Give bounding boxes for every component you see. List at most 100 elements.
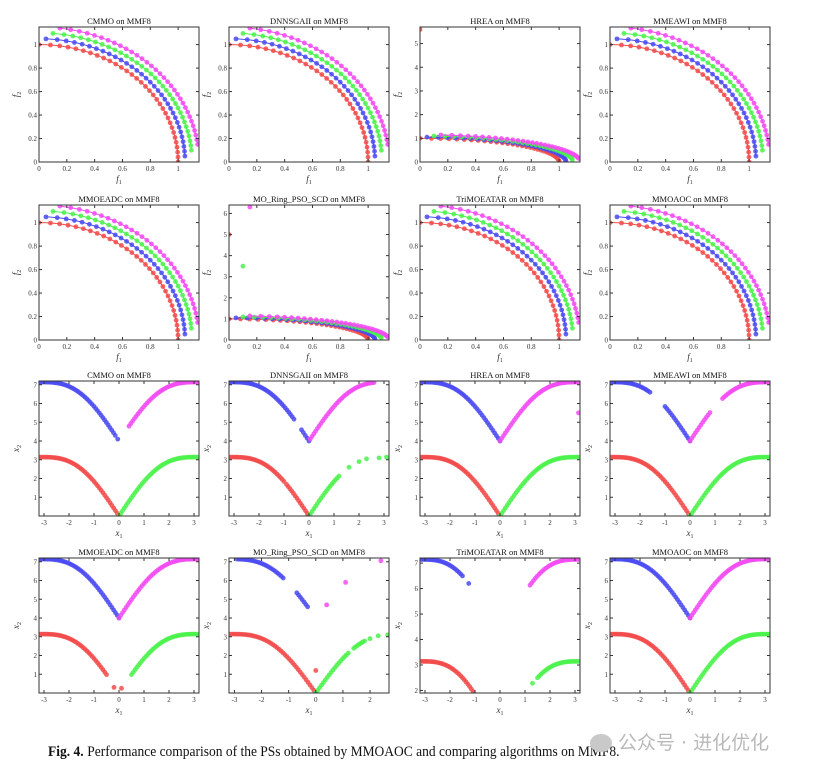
y-tick-label: 0.6 xyxy=(599,88,608,96)
data-point xyxy=(634,38,640,44)
data-point xyxy=(181,144,187,149)
data-point xyxy=(341,83,347,89)
data-point xyxy=(255,44,261,50)
data-point xyxy=(345,650,351,656)
data-point xyxy=(339,63,344,69)
data-point xyxy=(182,326,187,332)
data-point xyxy=(745,298,751,303)
x-tick-label: -3 xyxy=(232,696,238,704)
y-tick-label: 0 xyxy=(224,337,228,345)
y-tick-label: 0.2 xyxy=(28,135,37,143)
data-point xyxy=(193,132,199,138)
x-tick-label: 3 xyxy=(573,696,577,704)
data-point xyxy=(278,50,283,56)
data-point xyxy=(739,261,745,267)
data-point xyxy=(718,79,724,85)
data-point xyxy=(619,220,624,226)
data-point xyxy=(493,232,499,238)
data-point xyxy=(340,92,346,98)
data-point xyxy=(165,101,171,107)
data-point xyxy=(515,230,521,236)
y-axis-label: x2 xyxy=(392,622,404,630)
data-point xyxy=(93,217,98,223)
data-point xyxy=(343,579,349,585)
data-point xyxy=(195,381,199,385)
y-tick-label: 3 xyxy=(224,633,228,641)
data-point xyxy=(339,320,344,326)
data-point xyxy=(377,114,383,120)
data-point xyxy=(760,118,765,124)
data-point xyxy=(238,42,243,48)
data-point xyxy=(746,149,752,155)
data-point xyxy=(710,249,715,255)
data-point xyxy=(542,142,548,148)
data-point xyxy=(656,37,662,43)
data-point xyxy=(80,226,86,232)
data-point xyxy=(564,283,569,288)
data-point xyxy=(534,245,540,251)
data-point xyxy=(270,48,276,54)
data-point xyxy=(734,87,740,93)
y-tick-label: 3 xyxy=(415,87,419,95)
data-point xyxy=(362,134,368,140)
y-tick-label: 0.6 xyxy=(218,88,227,96)
y-tick-label: 1 xyxy=(415,135,419,143)
subplot: MO_Ring_PSO_SCD on MMF8 0 0.2 0.4 0.6 0.8 1 0 1 2… xyxy=(201,194,390,364)
x-tick-label: 0 xyxy=(498,696,502,704)
data-point xyxy=(290,48,296,54)
x-tick-label: 0.2 xyxy=(443,343,452,351)
data-point xyxy=(561,292,566,298)
subplot-title: TriMOEATAR on MMF8 xyxy=(456,547,543,557)
data-point xyxy=(134,68,140,73)
data-point xyxy=(118,228,124,234)
data-point xyxy=(753,148,758,154)
data-point xyxy=(156,79,162,85)
x-tick-label: -3 xyxy=(612,519,618,527)
data-point xyxy=(714,262,719,267)
x-axis-label-sub: 1 xyxy=(309,358,312,364)
data-point xyxy=(710,63,716,69)
data-point xyxy=(179,312,185,318)
data-point xyxy=(515,238,521,244)
data-point xyxy=(718,257,724,263)
data-point xyxy=(187,138,193,144)
data-point xyxy=(563,331,569,337)
data-point xyxy=(111,40,117,46)
data-point xyxy=(154,97,160,102)
data-point xyxy=(492,218,498,224)
data-point xyxy=(276,43,282,49)
y-tick-label: 0 xyxy=(34,159,38,167)
x-tick-label: 0 xyxy=(608,165,612,173)
data-point xyxy=(251,314,257,320)
data-point xyxy=(560,312,566,318)
data-point xyxy=(101,55,107,61)
data-point xyxy=(719,249,725,255)
data-point xyxy=(528,257,534,263)
data-point xyxy=(129,72,135,77)
data-point xyxy=(554,317,560,323)
data-point xyxy=(705,60,711,66)
subplot-title: MO_Ring_PSO_SCD on MMF8 xyxy=(253,547,365,557)
data-point xyxy=(563,297,568,303)
data-point xyxy=(78,35,84,41)
y-tick-label: 4 xyxy=(34,615,38,623)
data-point xyxy=(747,302,753,308)
data-point xyxy=(700,72,706,77)
data-point xyxy=(538,249,544,255)
data-point xyxy=(373,124,379,129)
data-point xyxy=(260,33,266,39)
data-point xyxy=(647,206,653,212)
plot-area xyxy=(39,558,199,691)
data-point xyxy=(621,209,627,214)
data-point xyxy=(43,36,49,42)
data-point xyxy=(173,317,179,323)
data-point xyxy=(499,136,504,141)
data-point xyxy=(124,246,130,252)
data-point xyxy=(370,114,375,120)
data-point xyxy=(147,257,153,263)
y-tick-label: 2 xyxy=(224,652,228,660)
plot-area xyxy=(229,381,389,516)
data-point xyxy=(195,631,199,637)
data-point xyxy=(346,464,352,470)
data-point xyxy=(751,114,756,120)
